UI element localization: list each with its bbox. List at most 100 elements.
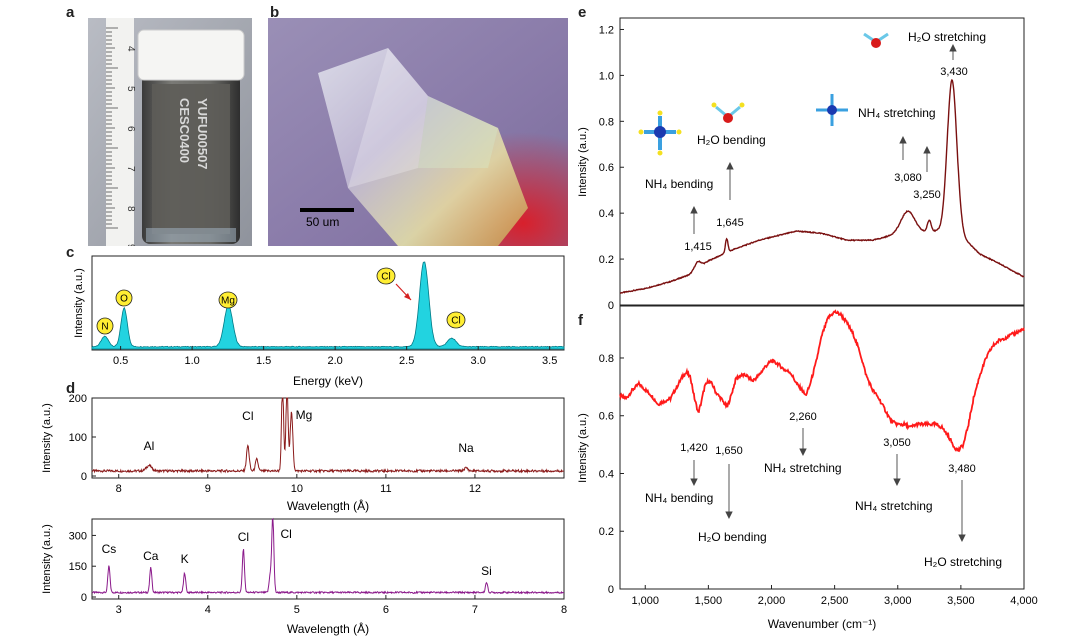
chart-e-ytick-label: 1.2 bbox=[599, 24, 614, 36]
chart-f-peak-label: 1,650 bbox=[715, 445, 743, 457]
chart-d-bottom-xlabel: Wavelength (Å) bbox=[287, 621, 369, 636]
chart-e-caption-h2o-bending: H₂O bending bbox=[697, 133, 766, 147]
vial-label-line1: CESC0400 bbox=[177, 98, 192, 163]
chart-f-ytick-label: 0.8 bbox=[599, 353, 614, 365]
chart-d-top-spectrum bbox=[91, 397, 565, 474]
ruler-number: 9 bbox=[125, 244, 136, 246]
svg-text:N: N bbox=[101, 322, 108, 333]
chart-e-ytick-label: 0.4 bbox=[599, 208, 614, 220]
svg-text:Mg: Mg bbox=[221, 296, 235, 307]
xtick-label: 8 bbox=[116, 483, 122, 495]
crystal-shape bbox=[318, 48, 528, 246]
chart-c-xtick-label: 3.5 bbox=[542, 355, 557, 367]
xtick-label: 5 bbox=[294, 604, 300, 616]
xtick-label: 12 bbox=[469, 483, 481, 495]
panel-letter-d: d bbox=[66, 380, 76, 397]
chart-c-ylabel: Intensity (a.u.) bbox=[73, 268, 85, 338]
panel-letter-e: e bbox=[578, 4, 587, 21]
chart-e-spectrum bbox=[619, 79, 1025, 294]
ruler-ticks bbox=[106, 27, 118, 229]
chart-f-frame bbox=[619, 305, 1025, 590]
peak-annotation: Mg bbox=[296, 408, 313, 422]
chart-f-xtick-label: 1,500 bbox=[695, 595, 723, 607]
chart-e: 0 0.2 0.4 0.6 0.8 1.0 1.2 Intensity (a.u.) 1,4… bbox=[577, 17, 1025, 312]
xtick-label: 7 bbox=[472, 604, 478, 616]
chart-e-ytick-label: 0.8 bbox=[599, 116, 614, 128]
svg-text:Cl: Cl bbox=[451, 316, 460, 327]
svg-text:O: O bbox=[120, 294, 128, 305]
chart-f-xtick-label: 2,000 bbox=[758, 595, 786, 607]
chart-f-caption-nh4-bending: NH₄ bending bbox=[645, 491, 713, 505]
chart-e-peak-label: 1,645 bbox=[716, 217, 744, 229]
chart-f-xlabel: Wavenumber (cm⁻¹) bbox=[768, 617, 877, 631]
ytick-label: 150 bbox=[69, 561, 87, 573]
xtick-label: 4 bbox=[205, 604, 211, 616]
chart-c-element-badge: N bbox=[96, 317, 114, 335]
chart-d-bottom-ticks: 3 4 5 6 7 8 0 150 300 bbox=[69, 530, 567, 616]
peak-annotation: Cl bbox=[280, 527, 291, 541]
ruler-number: 7 bbox=[125, 166, 136, 172]
ruler-number: 5 bbox=[125, 86, 136, 92]
chart-c-xtick-label: 2.5 bbox=[399, 355, 414, 367]
chart-f: 1,000 1,500 2,000 2,500 3,000 3,500 4,000 0 0.2 0… bbox=[577, 305, 1038, 631]
peak-annotation: Al bbox=[144, 439, 155, 453]
svg-text:Cl: Cl bbox=[381, 272, 390, 283]
xtick-label: 10 bbox=[291, 483, 303, 495]
crystal-micrograph: 50 um bbox=[268, 18, 568, 246]
chart-c-xticks: 0.5 1.0 1.5 2.0 2.5 3.0 3.5 bbox=[113, 346, 557, 367]
chart-c-element-badge: Cl bbox=[446, 311, 466, 329]
chart-e-peak-label: 3,250 bbox=[913, 189, 941, 201]
chart-d-bottom: 3 4 5 6 7 8 0 150 300 Cs Ca K Cl Cl Si Wavelength (Å)… bbox=[41, 517, 567, 636]
xtick-label: 6 bbox=[383, 604, 389, 616]
ruler-number: 4 bbox=[125, 46, 136, 52]
chart-f-xtick-label: 3,500 bbox=[947, 595, 975, 607]
xtick-label: 3 bbox=[116, 604, 122, 616]
chart-f-spectrum bbox=[619, 309, 1025, 453]
peak-annotation: Na bbox=[458, 441, 474, 455]
chart-c-spectrum-area bbox=[91, 261, 565, 350]
nh4-stretch-molecule-icon bbox=[816, 94, 848, 126]
chart-c-xtick-label: 1.0 bbox=[184, 355, 199, 367]
peak-annotation: K bbox=[181, 552, 189, 566]
chart-e-ticks: 0 0.2 0.4 0.6 0.8 1.0 1.2 bbox=[599, 24, 624, 312]
chart-f-ticks: 1,000 1,500 2,000 2,500 3,000 3,500 4,000 0 0.2 0… bbox=[599, 353, 1038, 607]
chart-d-bottom-ylabel: Intensity (a.u.) bbox=[41, 524, 53, 594]
chart-d-bottom-spectrum bbox=[91, 517, 564, 595]
chart-f-ytick-label: 0 bbox=[608, 584, 614, 596]
ruler-number: 6 bbox=[125, 126, 136, 132]
chart-f-xtick-label: 1,000 bbox=[631, 595, 659, 607]
chart-e-caption-h2o-stretching: H₂O stretching bbox=[908, 30, 986, 44]
chart-f-ylabel: Intensity (a.u.) bbox=[577, 413, 589, 483]
chart-e-peak-label: 3,430 bbox=[940, 66, 968, 78]
chart-c-xtick-label: 2.0 bbox=[328, 355, 343, 367]
peak-annotation: Ca bbox=[143, 549, 159, 563]
chart-f-caption-h2o-bending: H₂O bending bbox=[698, 530, 767, 544]
chart-d-top-ylabel: Intensity (a.u.) bbox=[41, 403, 53, 473]
chart-c-element-badge: O bbox=[115, 289, 133, 307]
ytick-label: 300 bbox=[69, 530, 87, 542]
peak-annotation: Cl bbox=[238, 530, 249, 544]
chart-f-peak-label: 3,050 bbox=[883, 437, 911, 449]
chart-f-peak-label: 1,420 bbox=[680, 442, 708, 454]
chart-f-ytick-label: 0.2 bbox=[599, 526, 614, 538]
chart-f-ytick-label: 0.6 bbox=[599, 411, 614, 423]
panel-letter-b: b bbox=[270, 4, 280, 21]
chart-c: 0.5 1.0 1.5 2.0 2.5 3.0 3.5 Energy (keV) Inten… bbox=[73, 255, 565, 388]
sample-vial-photo: 4 5 6 7 8 9 CESC0400 YUFU00507 bbox=[88, 18, 252, 246]
panel-letter-a: a bbox=[66, 4, 75, 21]
chart-e-peak-label: 1,415 bbox=[684, 241, 712, 253]
chart-c-element-badge: Mg bbox=[218, 291, 238, 309]
chart-d-bottom-annotations: Cs Ca K Cl Cl Si bbox=[102, 527, 492, 578]
chart-e-caption-nh4-bending: NH₄ bending bbox=[645, 177, 713, 191]
chart-d-top-annotations: Al Cl Mg Na bbox=[144, 408, 474, 455]
chart-f-caption-nh4-stretching-2: NH₄ stretching bbox=[855, 499, 933, 513]
chart-e-ytick-label: 0.6 bbox=[599, 162, 614, 174]
h2o-stretch-molecule-icon bbox=[863, 32, 889, 48]
chart-c-element-badge: Cl bbox=[376, 267, 396, 285]
nh4-molecule-icon bbox=[638, 110, 682, 156]
vial-cap bbox=[137, 29, 245, 81]
vial-label-line2: YUFU00507 bbox=[195, 98, 210, 170]
ytick-label: 100 bbox=[69, 432, 87, 444]
chart-d-bottom-frame bbox=[91, 518, 565, 600]
